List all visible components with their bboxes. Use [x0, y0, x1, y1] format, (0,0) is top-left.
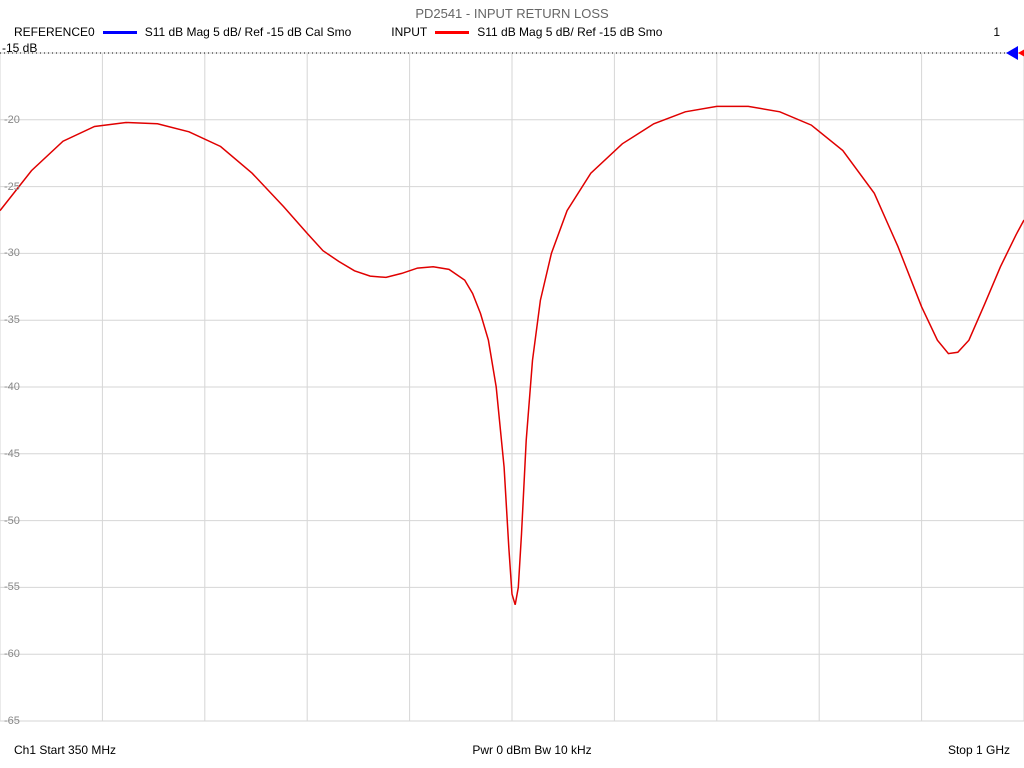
y-tick-label: -20: [4, 114, 20, 126]
legend-trace1-name: REFERENCE0: [14, 25, 95, 39]
marker-number: 1: [993, 25, 1024, 39]
y-tick-label: -55: [4, 581, 20, 593]
legend-trace2-desc: S11 dB Mag 5 dB/ Ref -15 dB Smo: [477, 25, 662, 39]
y-tick-label: -25: [4, 181, 20, 193]
y-tick-label: -35: [4, 314, 20, 326]
footer-start: Ch1 Start 350 MHz: [14, 743, 116, 757]
legend-trace2-swatch: [435, 31, 469, 34]
footer-stop: Stop 1 GHz: [948, 743, 1010, 757]
ref-level-label: -15 dB: [2, 41, 37, 55]
plot-area: -15 dB -20 -25 -30 -35 -40 -45 -50 -55 -60 -65: [0, 43, 1024, 737]
y-tick-label: -65: [4, 715, 20, 727]
y-tick-label: -30: [4, 247, 20, 259]
legend-trace1-desc: S11 dB Mag 5 dB/ Ref -15 dB Cal Smo: [145, 25, 352, 39]
y-tick-label: -45: [4, 448, 20, 460]
footer-power-bw: Pwr 0 dBm Bw 10 kHz: [472, 743, 591, 757]
y-tick-label: -40: [4, 381, 20, 393]
chart-svg: [0, 43, 1024, 737]
legend-trace2-name: INPUT: [391, 25, 427, 39]
y-tick-label: -50: [4, 515, 20, 527]
legend-row: REFERENCE0 S11 dB Mag 5 dB/ Ref -15 dB C…: [0, 25, 1024, 43]
footer-row: Ch1 Start 350 MHz Pwr 0 dBm Bw 10 kHz St…: [0, 737, 1024, 757]
legend-trace1-swatch: [103, 31, 137, 34]
y-tick-label: -60: [4, 648, 20, 660]
chart-title: PD2541 - INPUT RETURN LOSS: [0, 0, 1024, 25]
